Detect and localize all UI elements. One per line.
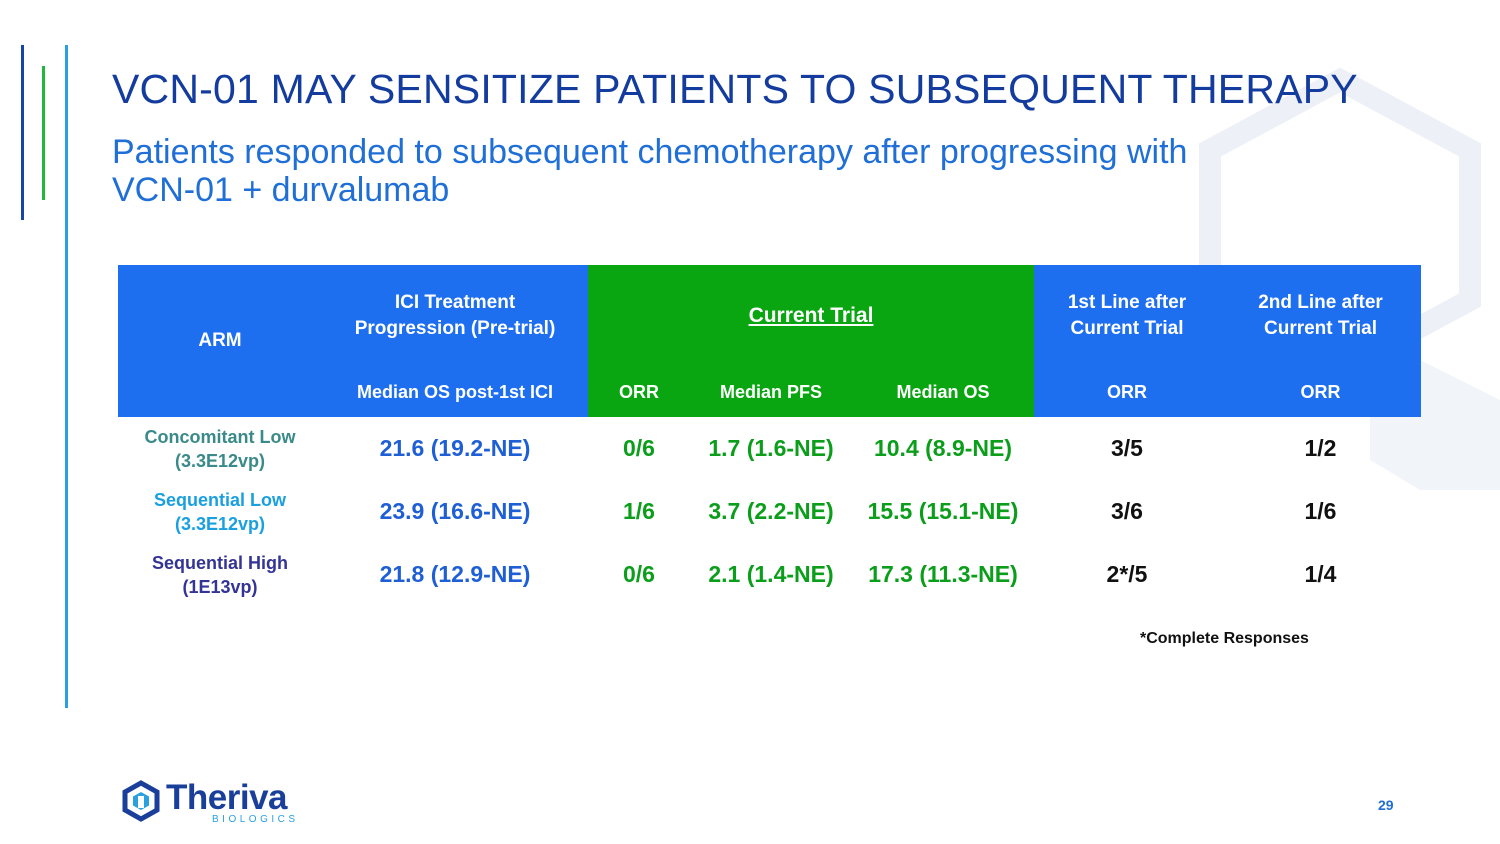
second-line-orr-cell: 1/6	[1304, 498, 1337, 524]
header-arm: ARM	[118, 265, 322, 417]
accent-bar-navy	[21, 45, 24, 220]
median-pfs-cell: 1.7 (1.6-NE)	[708, 435, 834, 461]
footnote: *Complete Responses	[1140, 630, 1309, 647]
accent-bar-green	[42, 66, 45, 200]
logo-subtitle: BIOLOGICS	[212, 814, 299, 825]
table-row: Sequential Low (3.3E12vp) 23.9 (16.6-NE)…	[118, 480, 1421, 543]
first-line-orr-cell: 3/5	[1111, 435, 1143, 461]
arm-name: Concomitant Low	[144, 426, 296, 447]
subheader-median-os-post-ici: Median OS post-1st ICI	[322, 367, 588, 417]
subheader-first-orr: ORR	[1034, 367, 1220, 417]
results-table: ARM ICI Treatment Progression (Pre-trial…	[118, 265, 1421, 606]
header-current-trial: Current Trial	[588, 265, 1034, 367]
arm-cell: Sequential Low (3.3E12vp)	[118, 480, 322, 543]
header-ici-line1: ICI Treatment	[394, 292, 516, 313]
company-logo: Theriva BIOLOGICS	[120, 778, 310, 828]
second-line-orr-cell: 1/4	[1304, 561, 1337, 587]
subtitle-line-2: VCN-01 + durvalumab	[112, 171, 450, 209]
accent-bar-blue	[65, 45, 68, 708]
subheader-median-os: Median OS	[852, 367, 1034, 417]
arm-dose: (3.3E12vp)	[174, 450, 266, 471]
page-number: 29	[1378, 797, 1394, 813]
median-pfs-cell: 2.1 (1.4-NE)	[708, 561, 834, 587]
header-second-line: 2nd Line after Current Trial	[1220, 265, 1421, 367]
header-first-line-1: 1st Line after	[1067, 292, 1187, 313]
median-os-cell: 10.4 (8.9-NE)	[873, 435, 1013, 461]
median-os-post-ici-cell: 23.9 (16.6-NE)	[379, 498, 531, 524]
header-ici: ICI Treatment Progression (Pre-trial)	[322, 265, 588, 367]
first-line-orr-cell: 2*/5	[1106, 561, 1148, 587]
header-first-line: 1st Line after Current Trial	[1034, 265, 1220, 367]
arm-name: Sequential High	[151, 552, 288, 573]
slide-title: VCN-01 MAY SENSITIZE PATIENTS TO SUBSEQU…	[112, 66, 1358, 112]
header-ici-line2: Progression (Pre-trial)	[354, 318, 556, 339]
hexagon-logo-icon	[122, 780, 160, 822]
header-second-line-1: 2nd Line after	[1258, 292, 1383, 313]
subheader-orr: ORR	[588, 367, 690, 417]
logo-name: Theriva	[166, 778, 288, 817]
table-row: Concomitant Low (3.3E12vp) 21.6 (19.2-NE…	[118, 417, 1421, 480]
median-pfs-cell: 3.7 (2.2-NE)	[708, 498, 834, 524]
second-line-orr-cell: 1/2	[1304, 435, 1337, 461]
subtitle-line-1: Patients responded to subsequent chemoth…	[112, 133, 1188, 171]
median-os-post-ici-cell: 21.6 (19.2-NE)	[379, 435, 531, 461]
orr-cell: 1/6	[623, 498, 655, 524]
orr-cell: 0/6	[623, 435, 655, 461]
header-current-trial-label: Current Trial	[748, 303, 874, 327]
header-first-line-2: Current Trial	[1070, 318, 1184, 339]
first-line-orr-cell: 3/6	[1111, 498, 1143, 524]
median-os-cell: 15.5 (15.1-NE)	[867, 498, 1019, 524]
orr-cell: 0/6	[623, 561, 655, 587]
arm-cell: Concomitant Low (3.3E12vp)	[118, 417, 322, 480]
median-os-post-ici-cell: 21.8 (12.9-NE)	[379, 561, 531, 587]
median-os-cell: 17.3 (11.3-NE)	[868, 561, 1018, 587]
arm-dose: (1E13vp)	[182, 576, 258, 597]
header-second-line-2: Current Trial	[1264, 318, 1377, 339]
arm-name: Sequential Low	[153, 489, 286, 510]
subheader-second-orr: ORR	[1220, 367, 1421, 417]
table-row: Sequential High (1E13vp) 21.8 (12.9-NE) …	[118, 543, 1421, 606]
subheader-median-pfs: Median PFS	[690, 367, 852, 417]
arm-dose: (3.3E12vp)	[174, 513, 266, 534]
arm-cell: Sequential High (1E13vp)	[118, 543, 322, 606]
slide-subtitle: Patients responded to subsequent chemoth…	[112, 133, 1362, 209]
